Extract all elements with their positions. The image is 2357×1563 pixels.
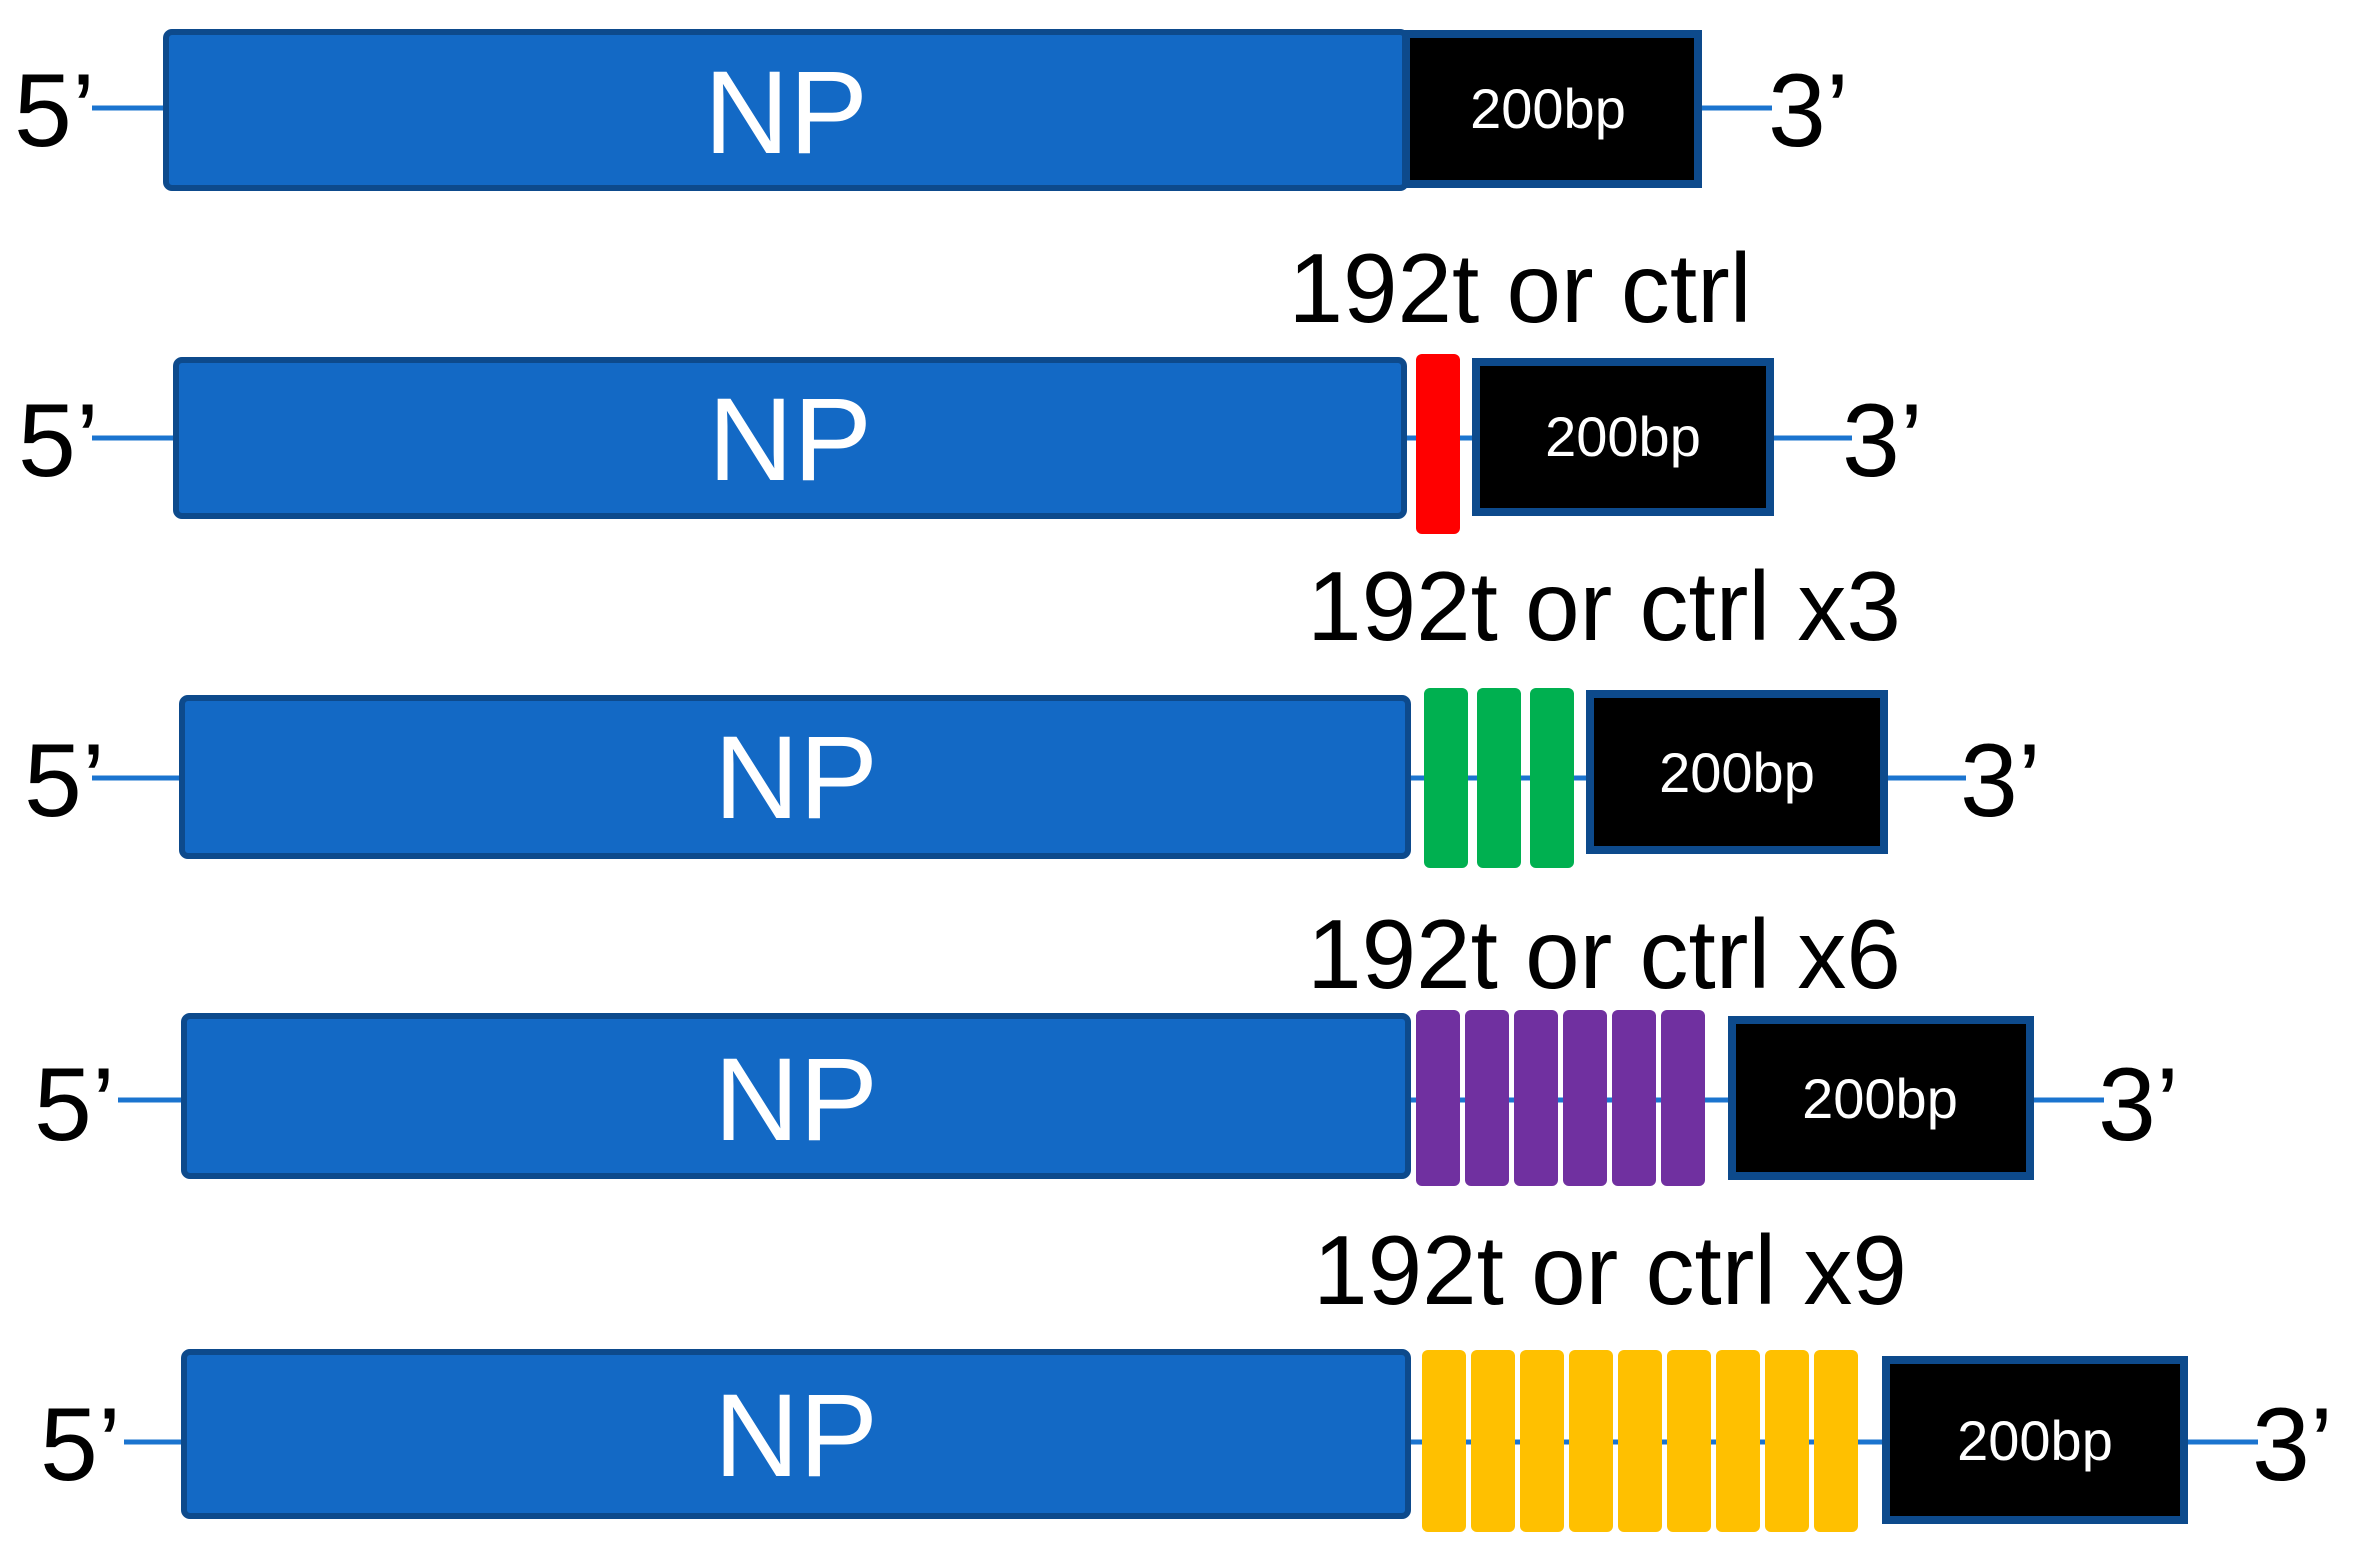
three-prime-label: 3’: [2098, 1047, 2179, 1163]
insert-block: [1563, 1010, 1607, 1186]
fragment-label: 200bp: [1470, 77, 1626, 140]
insert-block: [1471, 1350, 1515, 1532]
fragment-200bp-box: [1586, 690, 1888, 854]
insert-block: [1618, 1350, 1662, 1532]
insert-block: [1520, 1350, 1564, 1532]
fragment-200bp-box: [1728, 1016, 2034, 1180]
np-segment: [173, 357, 1407, 519]
insert-block: [1477, 688, 1521, 868]
five-prime-label: 5’: [34, 1047, 115, 1163]
insert-block: [1661, 1010, 1705, 1186]
three-prime-label: 3’: [1768, 53, 1849, 169]
five-prime-label: 5’: [24, 723, 105, 839]
insert-label: 192t or ctrl x6: [1307, 899, 1901, 1009]
insert-block: [1530, 688, 1574, 868]
np-segment: [179, 695, 1411, 859]
three-prime-label: 3’: [1960, 723, 2041, 839]
insert-block: [1514, 1010, 1558, 1186]
five-prime-label: 5’: [14, 53, 95, 169]
np-label: NP: [714, 1034, 878, 1166]
insert-block: [1716, 1350, 1760, 1532]
np-segment: [181, 1013, 1411, 1179]
construct-2: 192t or ctrl x3 5’ NP 200bp 3’: [24, 551, 2041, 868]
insert-repeat-group: [1416, 354, 1460, 534]
fragment-label: 200bp: [1802, 1067, 1958, 1130]
insert-repeat-group: [1416, 1010, 1705, 1186]
insert-block: [1416, 1010, 1460, 1186]
insert-block: [1422, 1350, 1466, 1532]
insert-block: [1667, 1350, 1711, 1532]
three-prime-label: 3’: [2252, 1387, 2333, 1503]
insert-block: [1416, 354, 1460, 534]
insert-repeat-group: [1422, 1350, 1858, 1532]
fragment-200bp-box: [1472, 358, 1774, 516]
insert-repeat-group: [1424, 688, 1574, 868]
insert-label: 192t or ctrl: [1289, 233, 1752, 343]
np-segment: [181, 1349, 1411, 1519]
np-label: NP: [708, 374, 872, 506]
construct-4: 192t or ctrl x9 5’ NP 200bp 3’: [40, 1215, 2333, 1532]
five-prime-label: 5’: [18, 383, 99, 499]
np-label: NP: [704, 47, 868, 179]
fragment-200bp-box: [1402, 30, 1702, 188]
insert-block: [1814, 1350, 1858, 1532]
insert-block: [1765, 1350, 1809, 1532]
fragment-200bp-box: [1882, 1356, 2188, 1524]
insert-label: 192t or ctrl x3: [1307, 551, 1901, 661]
insert-block: [1424, 688, 1468, 868]
five-prime-label: 5’: [40, 1387, 121, 1503]
three-prime-label: 3’: [1842, 383, 1923, 499]
np-label: NP: [714, 1370, 878, 1502]
fragment-label: 200bp: [1957, 1409, 2113, 1472]
construct-0: 5’ NP 200bp 3’: [14, 29, 1849, 191]
insert-block: [1612, 1010, 1656, 1186]
insert-label: 192t or ctrl x9: [1313, 1215, 1907, 1325]
insert-block: [1569, 1350, 1613, 1532]
construct-1: 192t or ctrl 5’ NP 200bp 3’: [18, 233, 1923, 534]
construct-3: 192t or ctrl x6 5’ NP 200bp 3’: [34, 899, 2179, 1186]
np-label: NP: [714, 712, 878, 844]
fragment-label: 200bp: [1659, 741, 1815, 804]
insert-block: [1465, 1010, 1509, 1186]
fragment-label: 200bp: [1545, 405, 1701, 468]
